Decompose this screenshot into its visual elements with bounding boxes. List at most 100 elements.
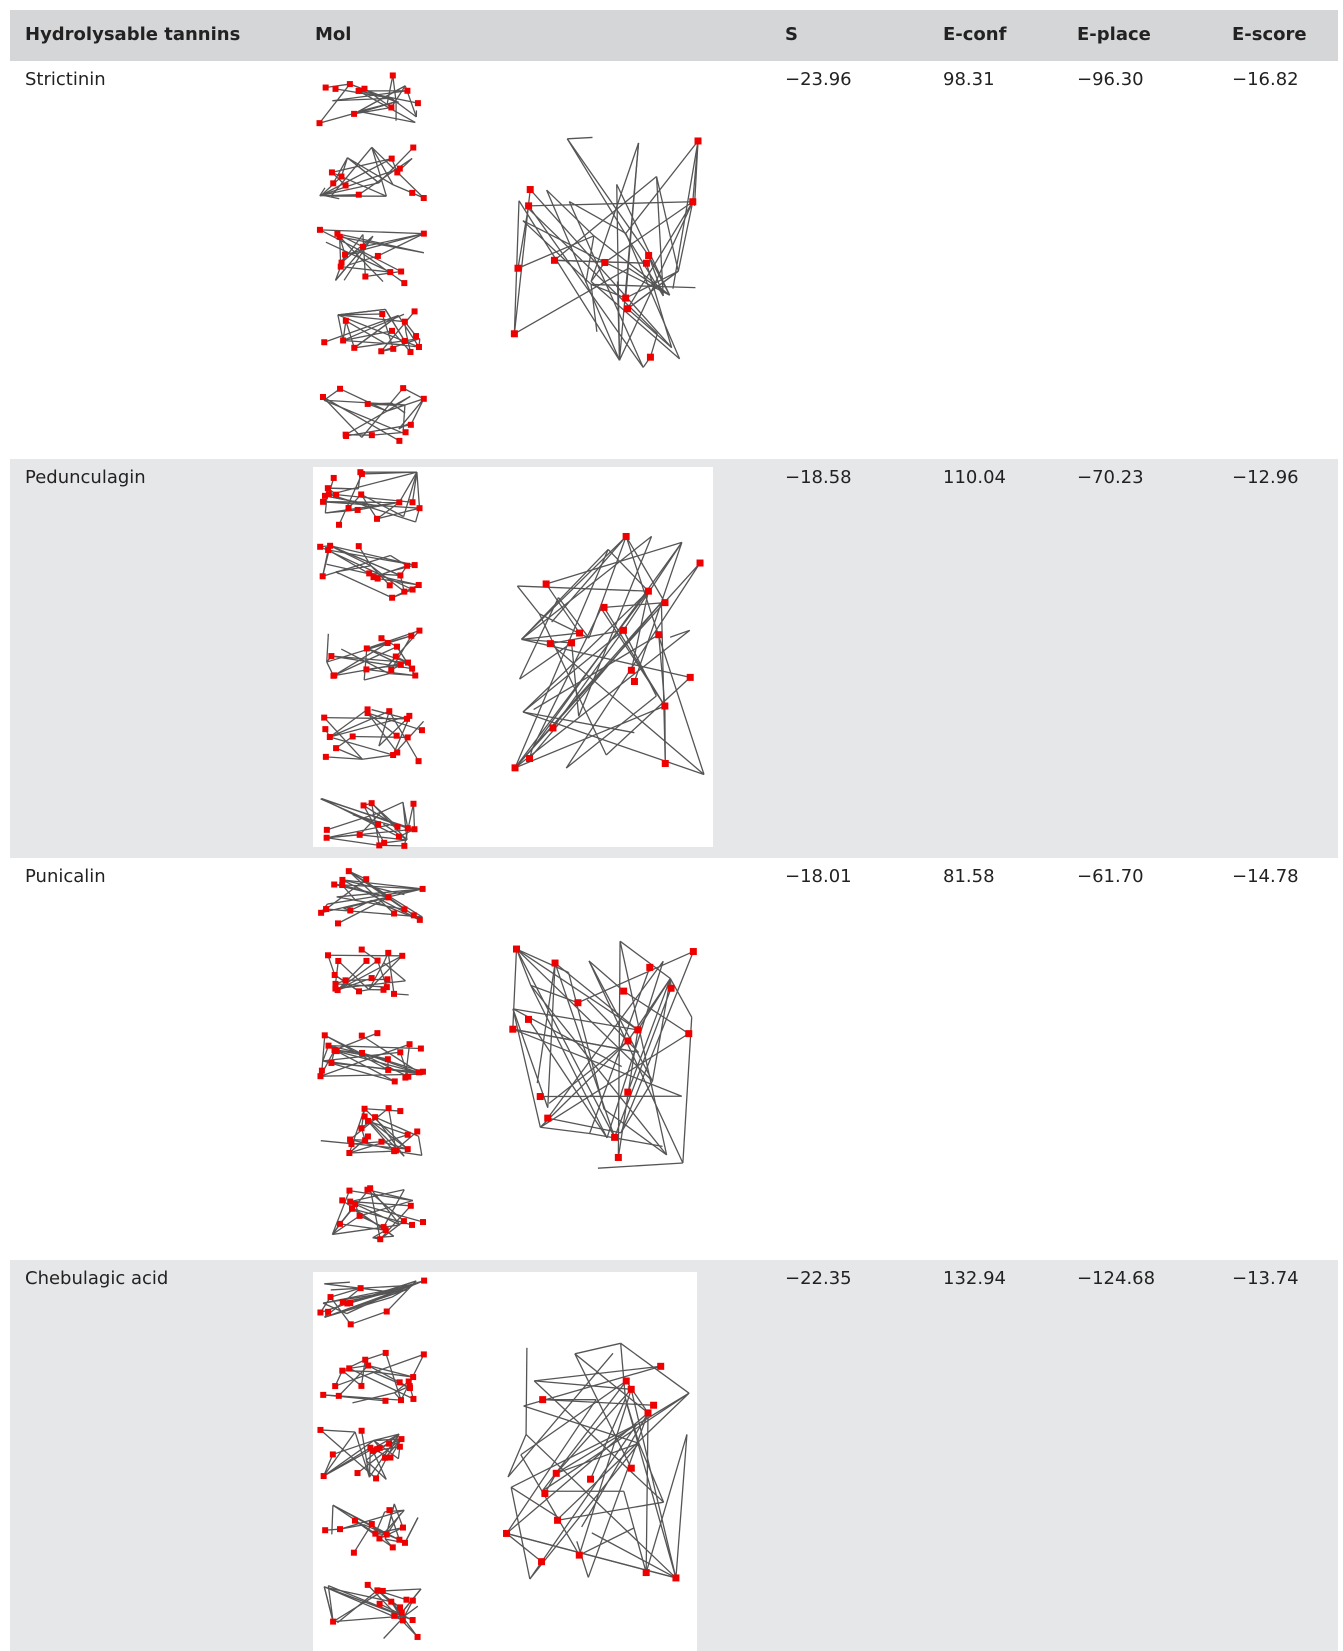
atom [628,1465,635,1472]
atom [405,1132,411,1138]
atom [348,1321,354,1327]
atom [390,72,396,78]
atom [385,894,391,900]
atom [317,1073,323,1079]
atom [339,260,345,266]
atom [333,492,339,498]
atom [657,1363,664,1370]
atom [317,1309,323,1315]
atom [405,825,411,831]
page: Hydrolysable tanninsMolSE-confE-placeE-s… [0,0,1343,1651]
atom [328,1294,334,1300]
bond [516,949,614,1137]
atom [393,654,399,660]
atom [397,572,403,578]
atom [324,835,330,841]
bond [338,314,382,315]
atom [365,1118,371,1124]
atom [389,595,395,601]
atom [568,639,575,646]
atom [322,726,328,732]
atom [376,1535,382,1541]
atom [359,1125,365,1131]
atom [623,533,630,540]
atom [421,195,427,201]
atom [628,1386,635,1393]
atom [377,1601,383,1607]
atom [375,253,381,259]
bond [365,1353,385,1360]
atom [387,269,393,275]
atom [363,666,369,672]
atom [405,734,411,740]
atom [401,589,407,595]
atom [404,88,410,94]
atom [396,834,402,840]
atom [615,1154,622,1161]
atom [388,104,394,110]
atom [346,1365,352,1371]
bond [365,1109,401,1111]
atom [399,953,405,959]
atom [551,257,558,264]
atom [647,354,654,361]
atom [324,827,330,833]
atom [337,1526,343,1532]
atom [361,802,367,808]
atom [403,429,409,435]
atom [525,1016,532,1023]
atom [668,985,675,992]
atom [378,1139,384,1145]
atom [549,724,556,731]
atom [338,174,344,180]
atom [413,333,419,339]
atom [418,1046,424,1052]
atom [319,1068,325,1074]
bond [626,233,680,358]
bond [362,755,393,759]
atom [620,988,627,995]
atom [661,599,668,606]
bond [639,1443,664,1502]
atom [369,800,375,806]
bond [589,961,624,991]
atom [537,1093,544,1100]
atom [402,338,408,344]
bond [626,141,698,233]
atom [576,1552,583,1559]
atom [352,1518,358,1524]
atom [325,547,331,553]
bond [405,1518,418,1543]
bond [683,1017,692,1163]
bond [327,838,380,846]
atom [325,952,331,958]
bond [673,141,698,289]
atom [348,1141,354,1147]
atom [414,1128,420,1134]
atom [687,674,694,681]
atom [405,1146,411,1152]
atom [331,475,337,481]
atom [351,111,357,117]
atom [320,499,326,505]
bond [413,804,414,829]
atom [421,231,427,237]
atom [375,821,381,827]
atom [400,1525,406,1531]
atom [527,186,534,193]
atom [351,345,357,351]
bond [340,389,387,411]
atom [378,635,384,641]
atom [385,1056,391,1062]
bond [591,284,597,331]
atom [394,644,400,650]
bond [540,1127,589,1133]
atom [323,906,329,912]
atom [370,574,376,580]
atom [397,1604,403,1610]
atom [634,1026,641,1033]
atom [421,1351,427,1357]
atom [400,385,406,391]
bond [628,271,679,309]
atom [365,710,371,716]
